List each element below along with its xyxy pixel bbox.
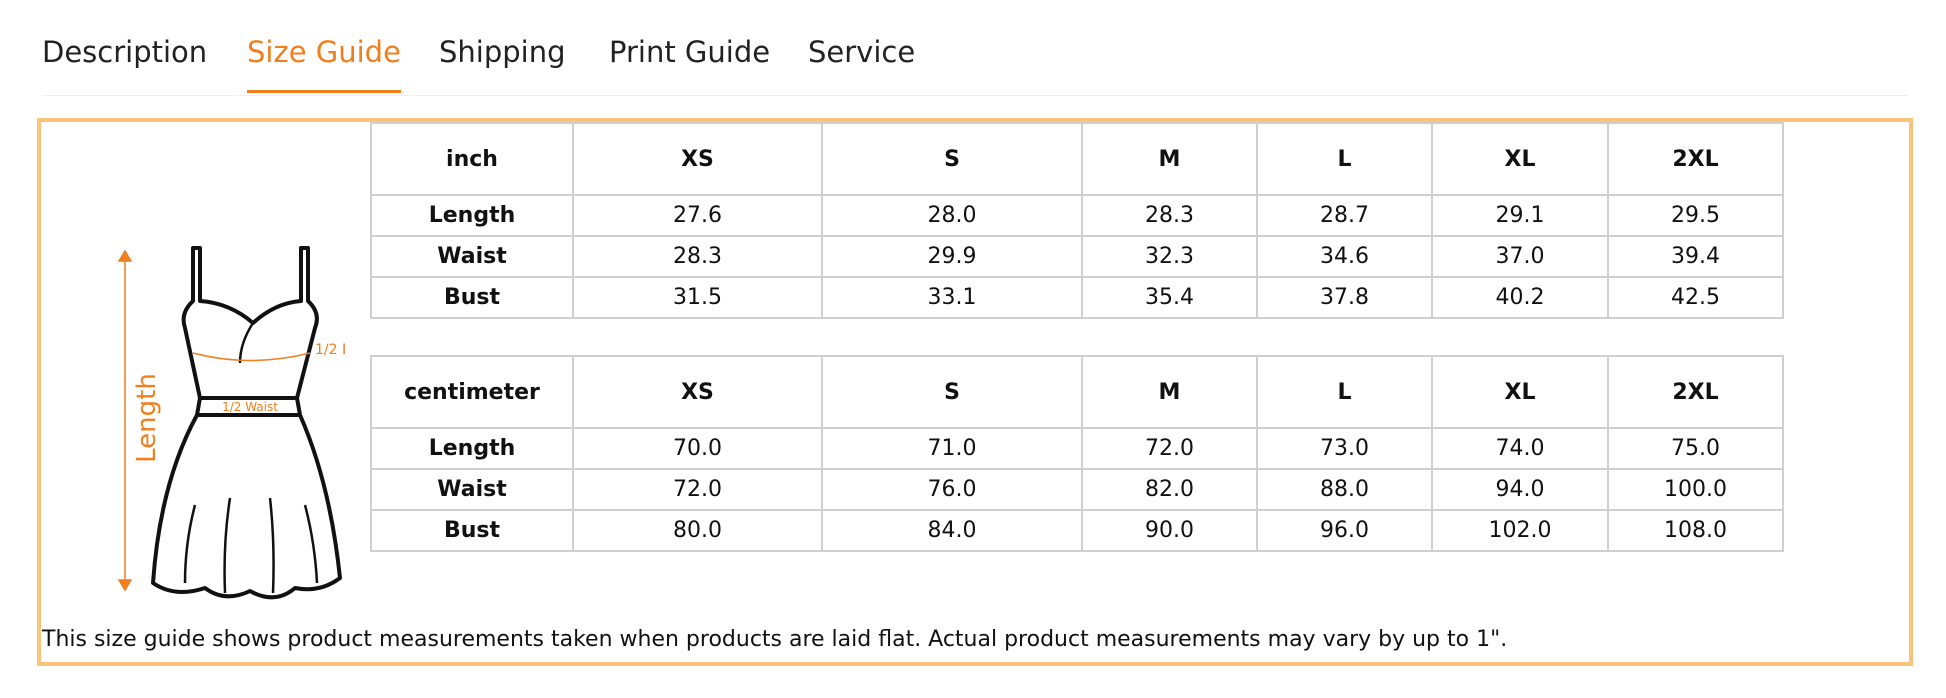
- cell: 74.0: [1431, 427, 1609, 470]
- header-cell: centimeter: [370, 355, 574, 429]
- row-header: Bust: [370, 276, 574, 319]
- row-header: Length: [370, 194, 574, 237]
- header-cell: M: [1081, 355, 1258, 429]
- cell: 80.0: [572, 509, 823, 552]
- cell: 88.0: [1256, 468, 1433, 511]
- cell: 90.0: [1081, 509, 1258, 552]
- cell: 108.0: [1607, 509, 1784, 552]
- cell: 102.0: [1431, 509, 1609, 552]
- note: This size guide shows product measuremen…: [42, 627, 1508, 652]
- tab-bar: Description Size Guide Shipping Print Guide…: [42, 28, 1908, 96]
- row: Length 70.0 71.0 72.0 73.0 74.0 75.0: [370, 427, 1784, 470]
- header-cell: 2XL: [1607, 122, 1784, 196]
- row-header: Length: [370, 427, 574, 470]
- cell: 35.4: [1081, 276, 1258, 319]
- cell: 76.0: [821, 468, 1083, 511]
- cell: 82.0: [1081, 468, 1258, 511]
- cell: 32.3: [1081, 235, 1258, 278]
- row-header: Bust: [370, 509, 574, 552]
- size-table: inch XS S M L XL 2XL Length 27.6 28.0 28.3 28.7 29.1…: [370, 122, 1784, 319]
- cell: 29.9: [821, 235, 1083, 278]
- row: Bust 31.5 33.1 35.4 37.8 40.2 42.5: [370, 276, 1784, 319]
- cell: 27.6: [572, 194, 823, 237]
- tab[interactable]: Service: [808, 35, 916, 69]
- waist-label: 1/2 Waist: [222, 400, 278, 414]
- tab[interactable]: Description: [42, 35, 208, 69]
- cell: 96.0: [1256, 509, 1433, 552]
- cell: 100.0: [1607, 468, 1784, 511]
- row: Waist 28.3 29.9 32.3 34.6 37.0 39.4: [370, 235, 1784, 278]
- header-cell: L: [1256, 355, 1433, 429]
- cell: 70.0: [572, 427, 823, 470]
- cell: 39.4: [1607, 235, 1784, 278]
- row: Length 27.6 28.0 28.3 28.7 29.1 29.5: [370, 194, 1784, 237]
- cell: 28.3: [572, 235, 823, 278]
- header-cell: XL: [1431, 355, 1609, 429]
- size-guide-panel: Length 1/2 Bust 1/2 Waist This size guid…: [37, 118, 1913, 666]
- size-table: centimeter XS S M L XL 2XL Length 70.0 71.0 72.0 73…: [370, 355, 1784, 552]
- length-label: Length: [132, 373, 162, 463]
- cell: 37.0: [1431, 235, 1609, 278]
- cell: 28.7: [1256, 194, 1433, 237]
- bust-label: 1/2 Bust: [315, 342, 345, 358]
- header-cell: inch: [370, 122, 574, 196]
- header-cell: S: [821, 122, 1083, 196]
- cell: 94.0: [1431, 468, 1609, 511]
- cell: 71.0: [821, 427, 1083, 470]
- cell: 40.2: [1431, 276, 1609, 319]
- header-cell: 2XL: [1607, 355, 1784, 429]
- cell: 72.0: [572, 468, 823, 511]
- cell: 34.6: [1256, 235, 1433, 278]
- header-cell: XS: [572, 122, 823, 196]
- header-cell: L: [1256, 122, 1433, 196]
- header-cell: S: [821, 355, 1083, 429]
- row-header: Waist: [370, 235, 574, 278]
- cell: 28.3: [1081, 194, 1258, 237]
- cell: 75.0: [1607, 427, 1784, 470]
- header-row: inch XS S M L XL 2XL: [370, 122, 1784, 196]
- cell: 28.0: [821, 194, 1083, 237]
- header-cell: XS: [572, 355, 823, 429]
- row: Bust 80.0 84.0 90.0 96.0 102.0 108.0: [370, 509, 1784, 552]
- tab[interactable]: Print Guide: [609, 35, 771, 69]
- row: Waist 72.0 76.0 82.0 88.0 94.0 100.0: [370, 468, 1784, 511]
- cell: 84.0: [821, 509, 1083, 552]
- cell: 31.5: [572, 276, 823, 319]
- header-row: centimeter XS S M L XL 2XL: [370, 355, 1784, 429]
- row-header: Waist: [370, 468, 574, 511]
- header-cell: XL: [1431, 122, 1609, 196]
- tab[interactable]: Shipping: [439, 35, 566, 69]
- cell: 73.0: [1256, 427, 1433, 470]
- dress-diagram: Length 1/2 Bust 1/2 Waist: [117, 246, 345, 600]
- cell: 42.5: [1607, 276, 1784, 319]
- cell: 29.5: [1607, 194, 1784, 237]
- cell: 33.1: [821, 276, 1083, 319]
- header-cell: M: [1081, 122, 1258, 196]
- cell: 37.8: [1256, 276, 1433, 319]
- cell: 29.1: [1431, 194, 1609, 237]
- cell: 72.0: [1081, 427, 1258, 470]
- tab[interactable]: Size Guide: [247, 28, 401, 93]
